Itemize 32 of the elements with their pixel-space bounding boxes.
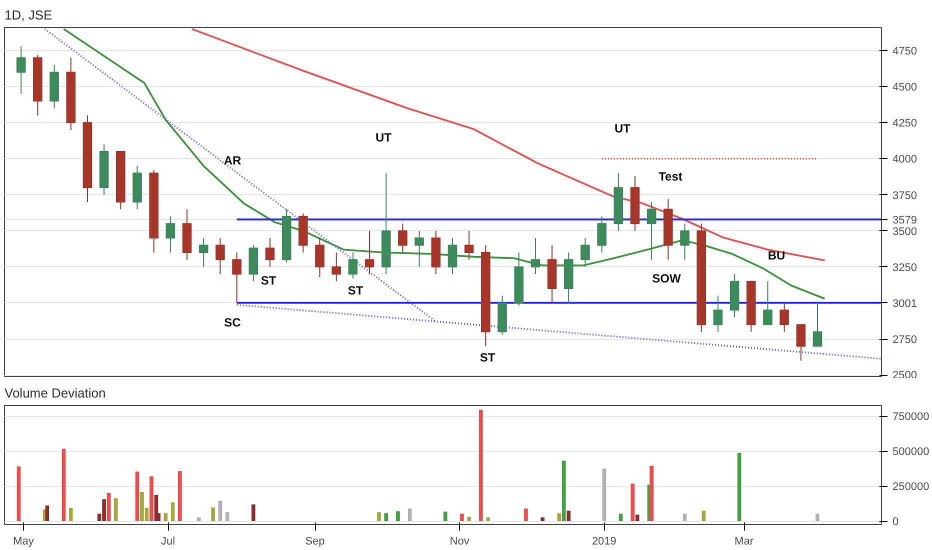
x-tick-label: Sep — [305, 536, 325, 548]
y-tick-label: 250000 — [892, 481, 930, 494]
y-tick-label: 4750 — [892, 46, 917, 58]
y-tick-label: 3500 — [892, 226, 917, 238]
annotation: ST — [348, 284, 364, 298]
annotation: ST — [260, 274, 277, 288]
chart-title: 1D, JSE — [4, 8, 53, 22]
y-tick-label: 4500 — [892, 82, 917, 94]
x-tick-label: Mar — [734, 536, 754, 548]
x-tick-label: 2019 — [592, 536, 616, 548]
y-tick-label: 0 — [892, 516, 899, 528]
x-tick-label: May — [13, 536, 34, 548]
y-tick-label: 2750 — [892, 334, 917, 346]
annotation: BU — [768, 248, 786, 262]
annotation: AR — [224, 154, 242, 168]
y-tick-label: 3579 — [892, 214, 917, 226]
y-tick-label: 500000 — [892, 446, 930, 458]
y-tick-label: 4000 — [892, 154, 917, 166]
y-tick-label: 3250 — [892, 262, 917, 274]
annotation: SOW — [652, 272, 682, 286]
annotation: UT — [376, 130, 392, 144]
annotation: UT — [614, 122, 632, 136]
y-tick-label: 750000 — [892, 411, 930, 424]
x-tick-label: Nov — [450, 536, 470, 548]
annotation: SC — [224, 316, 242, 330]
chart-title: Volume Deviation — [4, 386, 106, 400]
x-tick-label: Jul — [161, 536, 176, 548]
annotation: ST — [480, 350, 496, 364]
y-tick-label: 3001 — [892, 298, 917, 310]
annotation: Test — [658, 170, 682, 184]
y-tick-label: 4250 — [892, 118, 917, 130]
y-tick-label: 3750 — [892, 190, 917, 202]
